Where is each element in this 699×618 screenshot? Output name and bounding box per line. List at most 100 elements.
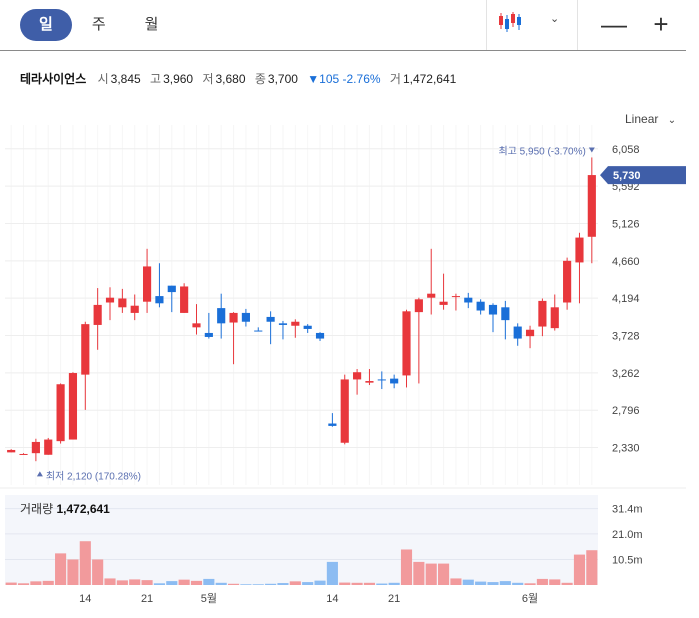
current-price-label: 5,730 — [613, 170, 641, 182]
candle-body — [377, 379, 386, 381]
volume-bar — [524, 583, 536, 585]
min-price-annotation: 최저 2,120 (170.28%) — [46, 470, 141, 482]
high-label: 고 — [150, 72, 162, 86]
volume-bar — [227, 583, 240, 585]
open-value: 3,845 — [110, 72, 141, 86]
candle-body — [105, 297, 115, 303]
volume-panel-value: 1,472,641 — [56, 502, 110, 516]
candle-body — [31, 441, 40, 454]
volume-bar — [586, 550, 598, 585]
candle-body — [427, 293, 436, 298]
volume-bar — [104, 578, 116, 585]
candle-body — [575, 237, 584, 263]
zoom-in-button[interactable]: + — [653, 9, 669, 39]
volume-bar — [302, 582, 314, 585]
chevron-down-icon: ⌄ — [550, 13, 560, 25]
max-price-annotation: 최고 5,950 (-3.70%) — [498, 145, 585, 157]
volume-panel-title: 거래량 — [20, 502, 54, 516]
volume-panel-label: 거래량 1,472,641 — [20, 500, 110, 517]
volume-bar — [129, 579, 141, 585]
volume-value: 1,472,641 — [402, 72, 457, 86]
volume-bar — [17, 583, 30, 585]
volume-bar — [190, 580, 203, 585]
candlestick-icon — [499, 12, 521, 32]
volume-bar — [92, 559, 104, 585]
min-marker-icon — [36, 471, 43, 477]
chart-toolbar: 일 주 월 ⌄ — + — [0, 0, 686, 51]
volume-bar — [475, 581, 487, 585]
volume-bar — [215, 582, 227, 585]
volume-bar — [30, 581, 42, 585]
candle-body — [180, 286, 189, 313]
volume-y-tick-label: 31.4m — [612, 504, 643, 516]
candle-body — [93, 304, 102, 325]
chevron-down-icon: ⌄ — [667, 115, 677, 126]
volume-bar — [536, 578, 548, 585]
candle-body — [204, 332, 213, 337]
candle-body — [19, 453, 28, 455]
candle-body — [340, 379, 349, 443]
chart-type-button[interactable]: ⌄ — [497, 10, 572, 40]
candle-body — [278, 323, 288, 325]
candle-body — [254, 330, 263, 332]
zoom-out-button[interactable]: — — [601, 9, 627, 39]
candle-body — [167, 285, 176, 293]
low-value: 3,680 — [215, 72, 246, 86]
candle-body — [563, 260, 572, 303]
candle-body — [501, 307, 510, 321]
candle-body — [513, 326, 522, 339]
volume-bar — [438, 563, 450, 585]
candle-body — [538, 300, 547, 327]
candle-body — [365, 381, 374, 383]
volume-bar — [314, 580, 326, 585]
max-marker-icon — [588, 147, 595, 153]
candle-body — [315, 332, 325, 339]
x-tick-label: 5월 — [201, 592, 217, 605]
candle-body — [587, 175, 596, 237]
x-tick-label: 21 — [388, 593, 400, 605]
stock-summary: 테라사이언스 시 3,845 고 3,960 저 3,680 종 3,700 ▼105 … — [20, 70, 462, 87]
scale-dropdown[interactable]: Linear ⌄ — [625, 112, 676, 126]
candle-body — [390, 378, 399, 384]
period-tab[interactable]: 일 — [20, 9, 72, 41]
candle-body — [550, 307, 559, 329]
volume-bar — [79, 541, 91, 585]
price-y-tick-label: 5,592 — [612, 181, 640, 193]
open-label: 시 — [97, 72, 109, 86]
close-label: 종 — [254, 72, 266, 86]
toolbar-divider — [486, 0, 487, 50]
candle-body — [414, 299, 423, 313]
candle-body — [476, 301, 485, 311]
candle-body — [525, 329, 535, 337]
candle-body — [81, 324, 90, 375]
price-y-tick-label: 4,660 — [612, 256, 640, 268]
period-tab[interactable]: 주 — [91, 16, 106, 33]
volume-bar — [203, 578, 215, 585]
volume-bar — [240, 584, 252, 585]
candle-body — [328, 423, 337, 426]
candle-body — [7, 449, 16, 453]
price-y-tick-label: 2,330 — [612, 443, 640, 455]
volume-bar — [388, 582, 400, 585]
period-tab[interactable]: 월 — [144, 16, 159, 33]
volume-bar — [252, 584, 264, 585]
candle-body — [130, 305, 139, 313]
toolbar-divider — [577, 0, 578, 50]
volume-bar — [265, 583, 277, 585]
low-label: 저 — [202, 72, 214, 86]
current-price-marker — [600, 166, 686, 185]
volume-bar — [363, 582, 376, 585]
volume-bar — [425, 563, 437, 585]
high-value: 3,960 — [163, 72, 194, 86]
candle-body — [217, 308, 226, 324]
close-value: 3,700 — [267, 72, 298, 86]
candle-body — [56, 384, 65, 442]
price-change: ▼105 -2.76% — [307, 72, 381, 86]
candle-body — [266, 316, 275, 322]
candle-body — [229, 312, 238, 323]
volume-bar — [450, 578, 462, 585]
volume-bar — [462, 579, 474, 585]
volume-bar — [499, 581, 511, 585]
